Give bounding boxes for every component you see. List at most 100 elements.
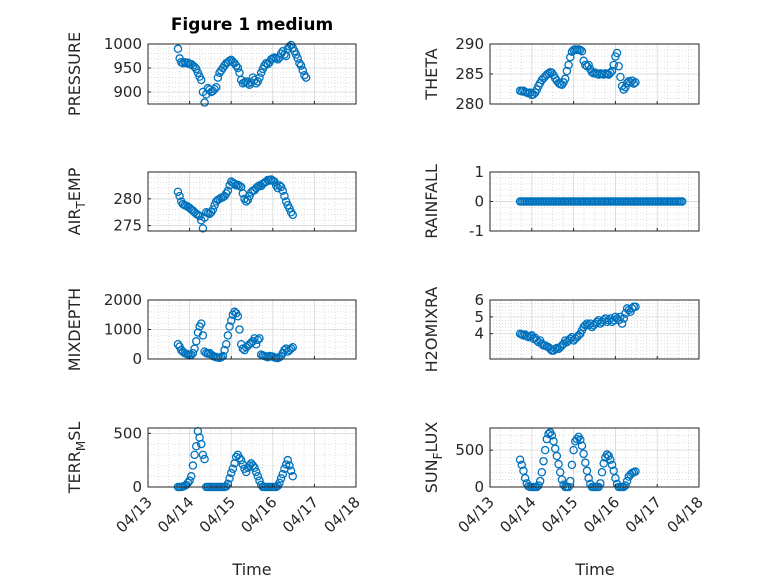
- x-axis-label-left: Time: [231, 560, 271, 579]
- plot-area-terr_msl: [148, 428, 356, 487]
- data-point-air_temp: [208, 205, 218, 214]
- data-point-sun_flux: [515, 455, 525, 464]
- data-point-terr_msl: [226, 468, 236, 478]
- data-point-mixdepth: [218, 351, 228, 361]
- data-point-sun_flux: [535, 476, 545, 486]
- data-point-mixdepth: [255, 334, 264, 343]
- data-point-air_temp: [173, 187, 183, 197]
- y-tick-label: 6: [474, 291, 484, 309]
- x-tick-label: 04/18: [664, 493, 707, 536]
- data-point-theta: [564, 60, 573, 70]
- subplot-air_temp: 275 280: [113, 171, 357, 235]
- data-point-sun_flux: [557, 475, 567, 484]
- data-point-terr_msl: [192, 441, 201, 451]
- data-point-h2omixra: [560, 336, 570, 345]
- data-point-mixdepth: [253, 335, 263, 345]
- x-tick-label: 04/14: [154, 493, 197, 536]
- y-tick-label: 1000: [104, 35, 142, 53]
- y-tick-label: -1: [469, 222, 484, 240]
- y-tick-label: 1: [474, 163, 484, 181]
- data-point-sun_flux: [607, 460, 617, 470]
- y-axis-label-2: AIRTEMP: [65, 167, 88, 235]
- y-tick-label: 275: [113, 217, 142, 235]
- data-point-pressure: [296, 61, 306, 70]
- data-point-mixdepth: [192, 337, 201, 346]
- data-point-pressure: [200, 98, 209, 107]
- data-point-sun_flux: [569, 445, 578, 455]
- data-point-sun_flux: [517, 460, 527, 470]
- y-tick-label: 900: [113, 83, 142, 101]
- data-point-mixdepth: [225, 322, 234, 331]
- data-point-sun_flux: [554, 459, 563, 469]
- y-tick-label: 280: [455, 95, 484, 113]
- y-tick-label: 285: [455, 65, 484, 83]
- subplot-theta: 280 285 290: [455, 35, 700, 113]
- axes-box-terr_msl: [147, 427, 357, 488]
- data-point-mixdepth: [196, 319, 206, 328]
- data-point-theta: [581, 60, 590, 70]
- data-point-theta: [612, 48, 622, 58]
- data-point-air_temp: [198, 224, 208, 233]
- data-point-mixdepth: [286, 344, 296, 353]
- data-point-air_temp: [223, 186, 233, 196]
- y-tick-label: 290: [455, 35, 484, 53]
- data-point-theta: [609, 60, 618, 70]
- data-point-terr_msl: [190, 450, 199, 460]
- y-axis-label-4: MIXDEPTH: [65, 288, 84, 371]
- data-point-theta: [562, 66, 572, 76]
- data-point-air_temp: [235, 181, 244, 191]
- data-point-sun_flux: [567, 460, 577, 470]
- axes-box-h2omixra: [489, 299, 700, 360]
- data-point-sun_flux: [606, 455, 615, 464]
- x-tick-label: 04/13: [113, 493, 156, 536]
- data-point-mixdepth: [223, 331, 233, 340]
- data-point-pressure: [291, 50, 301, 59]
- axes-box-sun_flux: [489, 427, 700, 488]
- y-tick-label: 2000: [104, 291, 142, 309]
- data-point-mixdepth: [198, 331, 208, 340]
- data-point-terr_msl: [255, 476, 264, 485]
- subplot-rainfall: -1 0 1: [469, 163, 700, 240]
- x-tick-label: 04/16: [580, 493, 623, 536]
- data-point-pressure: [213, 73, 223, 82]
- x-tick-label: 04/18: [321, 493, 364, 536]
- data-point-air_temp: [278, 186, 288, 196]
- data-point-h2omixra: [619, 314, 629, 323]
- data-point-pressure: [255, 73, 264, 82]
- data-point-pressure: [253, 77, 263, 86]
- data-point-air_temp: [280, 191, 289, 201]
- data-point-terr_msl: [236, 455, 246, 465]
- y-tick-label: 4: [474, 325, 484, 343]
- data-point-theta: [577, 46, 587, 56]
- y-tick-label: 280: [113, 190, 142, 208]
- data-point-terr_msl: [275, 478, 284, 487]
- data-point-terr_msl: [251, 467, 261, 477]
- data-point-pressure: [298, 66, 308, 75]
- y-tick-label: 0: [132, 478, 142, 496]
- y-tick-label: 500: [113, 424, 142, 442]
- data-point-pressure: [211, 82, 221, 92]
- data-point-mixdepth: [235, 325, 244, 334]
- data-point-terr_msl: [248, 461, 258, 470]
- data-point-sun_flux: [621, 481, 630, 490]
- data-point-sun_flux: [611, 473, 620, 483]
- data-point-terr_msl: [286, 466, 296, 476]
- data-point-terr_msl: [285, 461, 294, 470]
- y-axis-label-0: PRESSURE: [65, 32, 84, 116]
- y-tick-label: 5: [474, 308, 484, 326]
- axes-box-pressure: [147, 43, 357, 105]
- data-point-sun_flux: [584, 473, 593, 483]
- data-point-theta: [629, 79, 639, 88]
- data-point-pressure: [231, 61, 241, 70]
- data-point-sun_flux: [581, 458, 590, 467]
- data-point-sun_flux: [572, 434, 582, 444]
- data-point-pressure: [173, 44, 183, 54]
- data-point-mixdepth: [216, 352, 226, 362]
- data-point-mixdepth: [233, 311, 243, 321]
- data-point-terr_msl: [183, 478, 193, 487]
- subplot-mixdepth: 0 1000 2000: [104, 291, 357, 368]
- data-point-sun_flux: [547, 431, 557, 440]
